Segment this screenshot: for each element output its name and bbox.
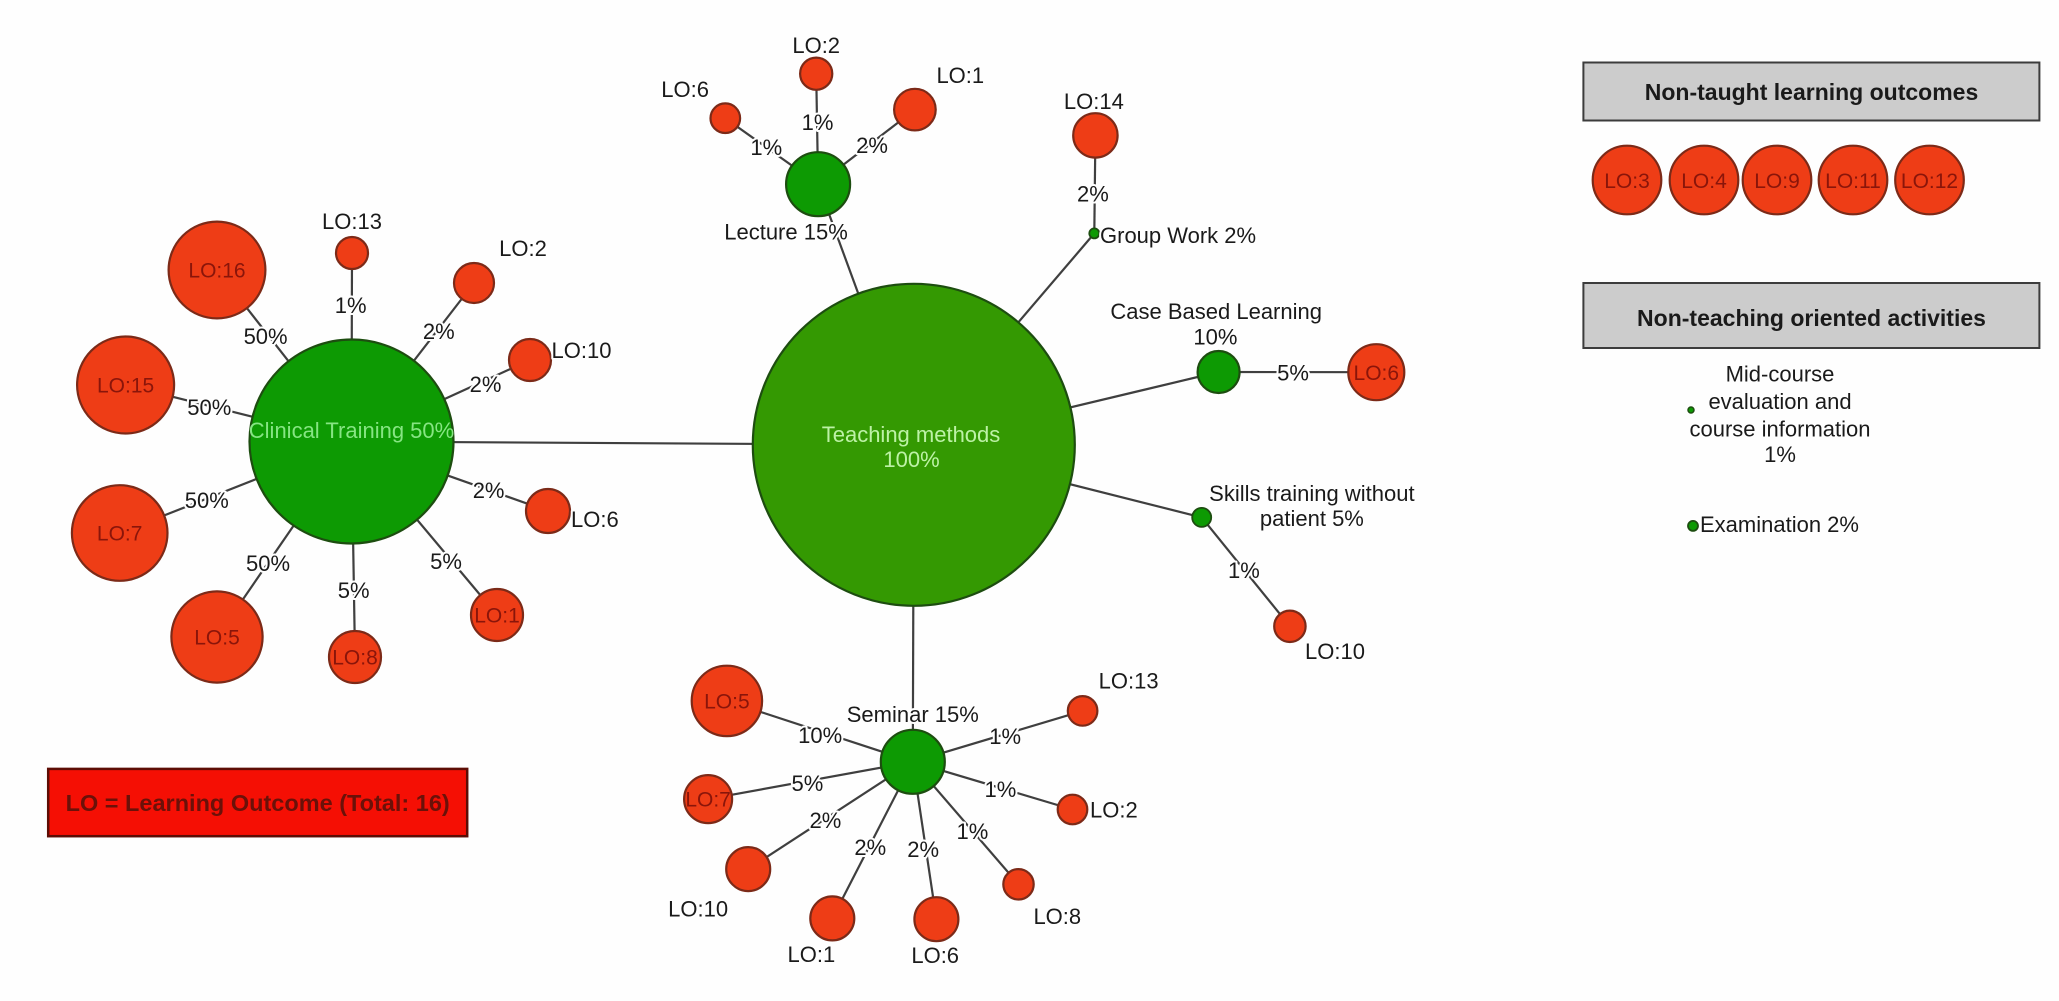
svg-text:2%: 2%	[907, 837, 939, 862]
svg-text:LO:1: LO:1	[474, 605, 520, 628]
svg-text:LO:6: LO:6	[661, 77, 709, 102]
svg-text:LO:14: LO:14	[1064, 89, 1124, 114]
svg-text:1%: 1%	[985, 777, 1017, 802]
svg-text:LO:2: LO:2	[499, 236, 547, 261]
svg-text:1%: 1%	[335, 293, 367, 318]
svg-text:LO:7: LO:7	[97, 523, 143, 546]
svg-text:Mid-course: Mid-course	[1726, 362, 1835, 387]
svg-text:LO:10: LO:10	[552, 338, 612, 363]
svg-text:Clinical Training 50%: Clinical Training 50%	[249, 418, 454, 443]
svg-text:10%: 10%	[1193, 325, 1237, 350]
svg-text:patient 5%: patient 5%	[1260, 506, 1364, 531]
svg-text:5%: 5%	[338, 578, 370, 603]
svg-text:Case Based Learning: Case Based Learning	[1110, 299, 1322, 324]
svg-text:LO:2: LO:2	[792, 33, 840, 58]
svg-text:5%: 5%	[792, 771, 824, 796]
svg-text:LO:3: LO:3	[1604, 170, 1650, 193]
svg-text:5%: 5%	[1277, 361, 1309, 386]
svg-text:LO:15: LO:15	[97, 375, 154, 398]
svg-text:2%: 2%	[1077, 182, 1109, 207]
svg-text:1%: 1%	[1228, 558, 1260, 583]
svg-text:50%: 50%	[244, 324, 288, 349]
svg-text:LO:5: LO:5	[194, 627, 240, 650]
svg-text:LO:4: LO:4	[1681, 170, 1727, 193]
svg-text:1%: 1%	[957, 819, 989, 844]
svg-text:5%: 5%	[430, 549, 462, 574]
svg-text:LO:5: LO:5	[704, 690, 750, 713]
svg-text:LO:6: LO:6	[911, 943, 959, 968]
svg-text:evaluation and: evaluation and	[1708, 389, 1851, 414]
svg-text:course information: course information	[1690, 417, 1871, 442]
svg-text:LO:13: LO:13	[322, 209, 382, 234]
svg-text:2%: 2%	[423, 319, 455, 344]
svg-text:50%: 50%	[187, 395, 231, 420]
svg-text:Non-taught learning outcomes: Non-taught learning outcomes	[1645, 79, 1979, 105]
svg-text:Group Work 2%: Group Work 2%	[1100, 223, 1256, 248]
svg-text:LO:16: LO:16	[188, 260, 245, 283]
svg-text:1%: 1%	[750, 135, 782, 160]
svg-text:LO:8: LO:8	[1033, 904, 1081, 929]
svg-text:LO:13: LO:13	[1099, 669, 1159, 694]
svg-text:2%: 2%	[856, 133, 888, 158]
svg-text:LO:2: LO:2	[1090, 798, 1138, 823]
svg-text:LO:10: LO:10	[668, 897, 728, 922]
svg-text:LO:12: LO:12	[1901, 170, 1958, 193]
svg-text:2%: 2%	[810, 808, 842, 833]
svg-text:50%: 50%	[185, 488, 229, 513]
svg-text:2%: 2%	[470, 372, 502, 397]
svg-text:1%: 1%	[1764, 442, 1796, 467]
svg-text:Teaching methods: Teaching methods	[822, 422, 1001, 447]
svg-text:Non-teaching oriented activiti: Non-teaching oriented activities	[1637, 305, 1986, 331]
svg-text:LO:8: LO:8	[332, 647, 378, 670]
svg-text:Examination 2%: Examination 2%	[1700, 512, 1859, 537]
svg-text:1%: 1%	[802, 110, 834, 135]
svg-text:LO:1: LO:1	[788, 942, 836, 967]
svg-text:1%: 1%	[989, 724, 1021, 749]
svg-text:Lecture 15%: Lecture 15%	[724, 220, 848, 245]
svg-text:LO:1: LO:1	[936, 63, 984, 88]
svg-text:2%: 2%	[473, 478, 505, 503]
svg-text:LO:7: LO:7	[685, 789, 731, 812]
svg-text:Seminar 15%: Seminar 15%	[847, 702, 979, 727]
svg-text:LO = Learning Outcome (Total:: LO = Learning Outcome (Total: 16)	[66, 790, 450, 816]
svg-text:LO:6: LO:6	[1354, 362, 1400, 385]
svg-text:50%: 50%	[246, 551, 290, 576]
svg-text:Skills training without: Skills training without	[1209, 481, 1414, 506]
svg-text:LO:9: LO:9	[1754, 170, 1800, 193]
svg-text:LO:10: LO:10	[1305, 639, 1365, 664]
svg-text:LO:6: LO:6	[571, 507, 619, 532]
svg-text:2%: 2%	[854, 835, 886, 860]
svg-text:100%: 100%	[883, 447, 939, 472]
svg-text:LO:11: LO:11	[1825, 170, 1881, 193]
svg-text:10%: 10%	[798, 723, 842, 748]
